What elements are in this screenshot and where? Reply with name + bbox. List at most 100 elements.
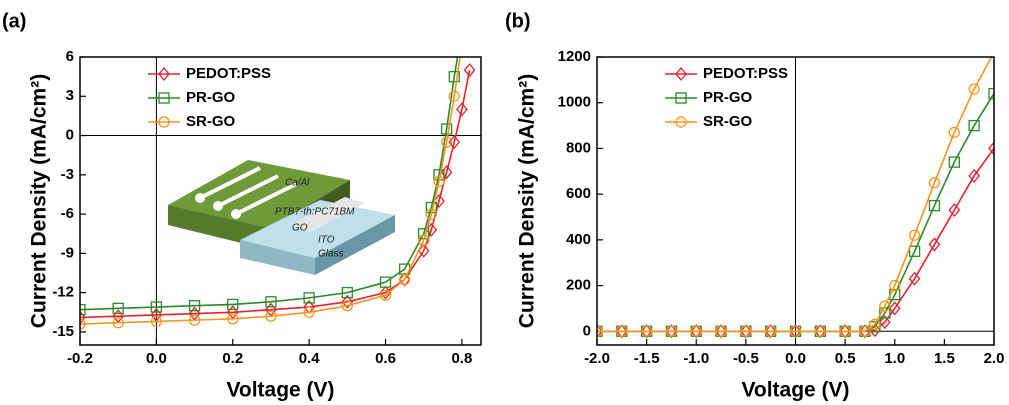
marker: [814, 325, 826, 337]
marker: [948, 203, 961, 218]
legend-marker: [158, 66, 170, 82]
x-tick-label: -2.0: [584, 350, 610, 367]
marker: [379, 289, 392, 301]
marker: [448, 90, 460, 102]
marker: [418, 234, 430, 246]
legend-label: PEDOT:PSS: [186, 65, 271, 82]
y-tick-label: -9: [61, 244, 74, 261]
series-line: [80, 57, 459, 311]
marker: [341, 294, 354, 309]
panel-label: (b): [505, 10, 531, 32]
x-tick-label: 0.8: [451, 350, 472, 367]
marker: [740, 324, 752, 339]
legend-marker: [158, 92, 170, 104]
marker: [928, 177, 941, 189]
device-inset: Ca/Al PTB7-th:PC71BM GO ITO Glass: [168, 160, 395, 275]
y-tick-label: 200: [566, 277, 591, 294]
marker: [889, 279, 901, 292]
legend-label: SR-GO: [186, 113, 236, 130]
marker: [690, 325, 702, 337]
x-tick-label: -1.5: [634, 350, 660, 367]
marker: [227, 298, 239, 311]
marker: [265, 310, 277, 322]
x-tick-label: -0.5: [733, 350, 759, 367]
marker: [990, 57, 994, 59]
marker: [839, 324, 851, 339]
annotation: GO: [292, 223, 308, 234]
marker: [80, 304, 86, 316]
plot-area: [80, 26, 476, 330]
y-tick-label: 1000: [558, 94, 591, 111]
plot-frame: [79, 56, 482, 346]
marker: [859, 325, 871, 337]
legend-marker: [675, 116, 687, 128]
y-tick-label: 0: [583, 322, 591, 339]
marker: [665, 324, 678, 339]
annotation: Glass: [318, 249, 344, 260]
y-tick-label: 400: [566, 231, 591, 248]
marker: [398, 272, 411, 287]
y-tick-label: 3: [66, 87, 74, 104]
plot-frame: [596, 56, 995, 346]
marker: [457, 26, 467, 36]
y-tick-label: 600: [566, 185, 591, 202]
marker: [665, 325, 678, 337]
y-axis-label: Current Density (mA/cm²): [516, 74, 539, 328]
marker: [188, 314, 201, 326]
marker: [150, 301, 163, 313]
marker: [715, 324, 727, 339]
x-tick-label: -0.2: [67, 350, 93, 367]
legend-label: PEDOT:PSS: [703, 65, 788, 82]
marker: [341, 300, 353, 312]
y-tick-label: -6: [61, 205, 74, 222]
marker: [968, 119, 980, 132]
marker: [112, 302, 124, 314]
marker: [908, 245, 921, 257]
marker: [988, 87, 994, 100]
marker: [303, 292, 315, 304]
series-line: [597, 57, 993, 333]
marker: [789, 325, 802, 337]
x-tick-label: -1.0: [683, 350, 709, 367]
marker: [80, 310, 86, 325]
marker: [457, 39, 467, 49]
x-axis-label: Voltage (V): [741, 379, 849, 402]
marker: [968, 83, 980, 95]
marker: [440, 136, 453, 148]
marker: [379, 285, 392, 300]
marker: [814, 324, 827, 339]
y-tick-label: 6: [66, 48, 74, 65]
marker: [150, 315, 163, 328]
plot-area: [597, 57, 994, 339]
marker: [908, 271, 921, 286]
panel-label: (a): [2, 10, 26, 32]
marker: [740, 325, 752, 337]
annotation: ITO: [318, 235, 335, 246]
marker: [456, 102, 468, 117]
marker: [616, 325, 628, 337]
marker: [227, 313, 239, 325]
marker: [433, 175, 445, 188]
marker: [448, 70, 460, 83]
marker: [640, 325, 653, 337]
marker: [640, 324, 653, 339]
marker: [789, 324, 802, 339]
legend-label: PR-GO: [186, 89, 236, 106]
x-tick-label: 0.6: [375, 350, 396, 367]
x-tick-label: 0.0: [146, 350, 167, 367]
marker: [597, 324, 603, 339]
marker: [690, 324, 703, 339]
annotation: PTB7-th:PC71BM: [275, 207, 355, 218]
y-tick-label: 1200: [558, 48, 591, 65]
marker: [615, 324, 628, 339]
marker: [879, 300, 891, 312]
marker: [379, 276, 392, 288]
marker: [398, 273, 411, 286]
x-tick-label: 0.0: [785, 350, 806, 367]
marker: [80, 318, 86, 330]
y-tick-label: -15: [52, 323, 74, 340]
x-tick-label: 0.4: [299, 350, 321, 367]
x-tick-label: 2.0: [984, 350, 1005, 367]
marker: [188, 300, 201, 312]
